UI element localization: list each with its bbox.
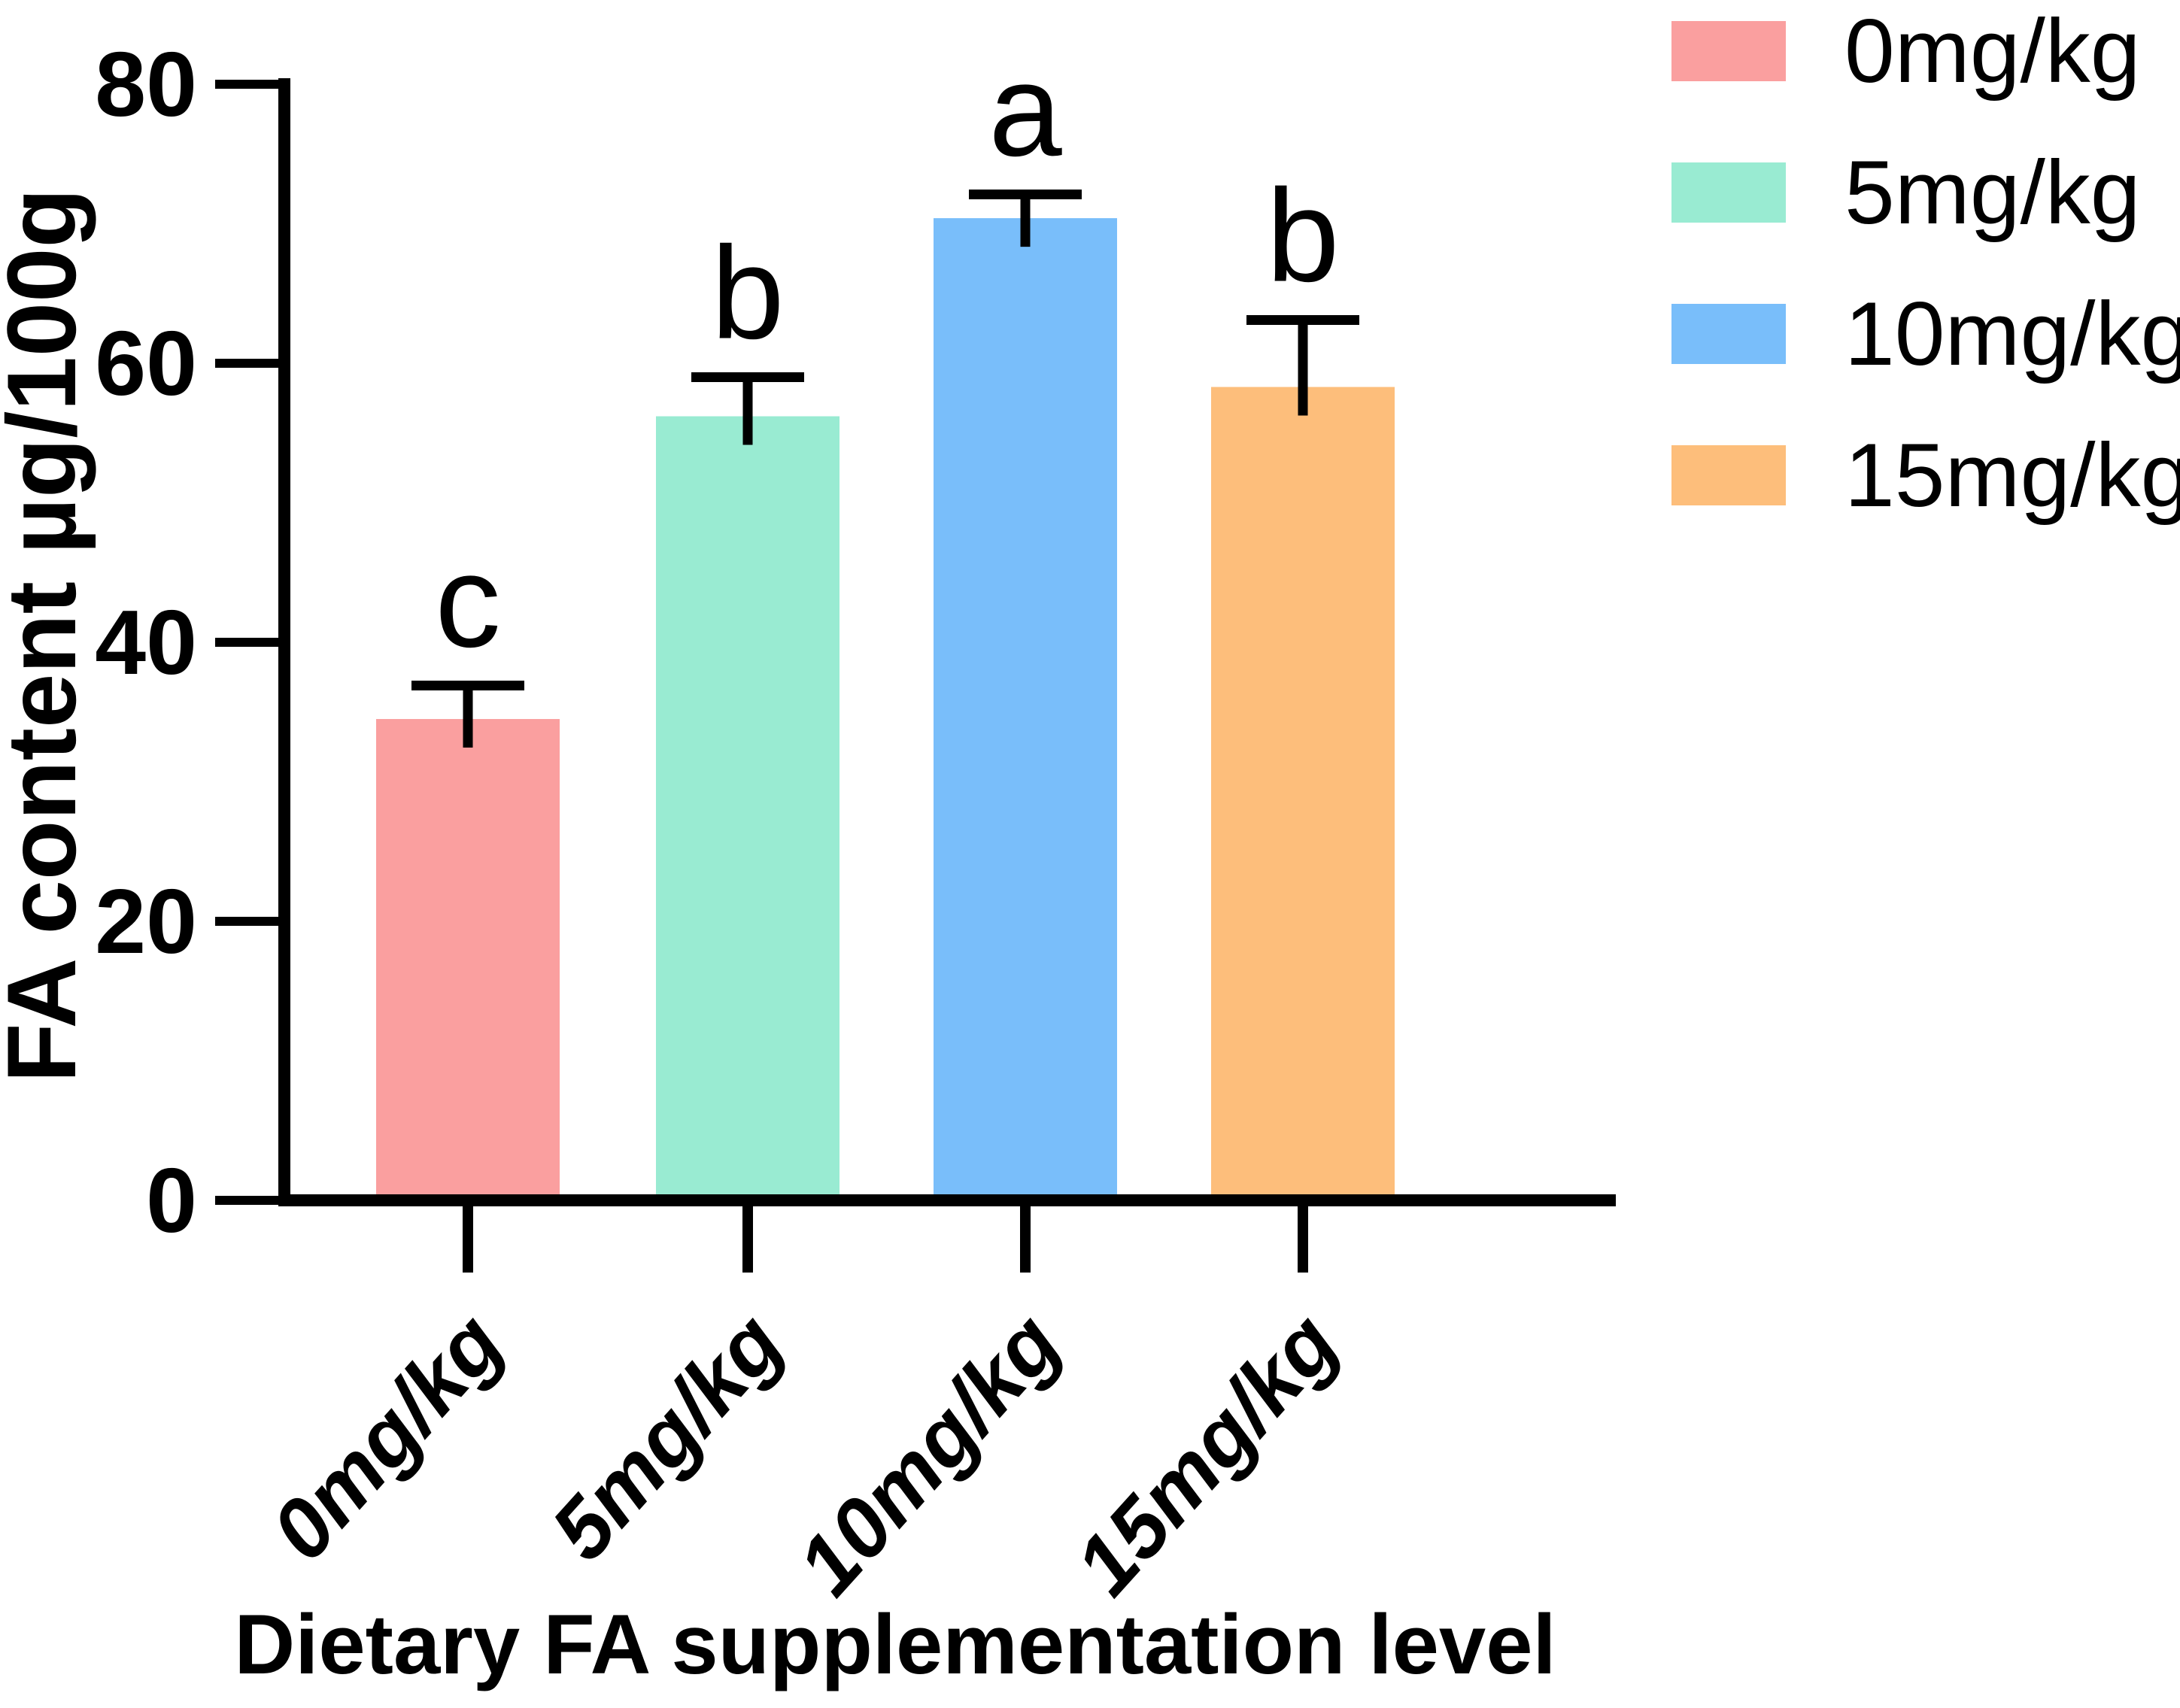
legend: 0mg/kg 5mg/kg 10mg/kg 15mg/kg (1671, 1, 2180, 526)
x-tick-label-0mg/kg: 0mg/kg (254, 1295, 521, 1577)
y-axis-title: FA content µg/100g (0, 188, 96, 1083)
legend-item-10mg/kg: 10mg/kg (1671, 284, 2180, 384)
bars-layer (376, 218, 1395, 1201)
legend-label-10mg/kg: 10mg/kg (1844, 284, 2180, 384)
error-bars-layer (411, 190, 1359, 748)
significance-letter-15mg/kg: b (1266, 162, 1339, 309)
legend-item-5mg/kg: 5mg/kg (1671, 142, 2141, 243)
legend-label-15mg/kg: 15mg/kg (1844, 425, 2180, 526)
y-tick-label-0: 0 (146, 1149, 197, 1251)
legend-swatch-5mg/kg (1671, 162, 1786, 223)
legend-swatch-10mg/kg (1671, 304, 1786, 364)
y-tick-label-40: 40 (95, 591, 197, 693)
significance-letters-layer: c b a b (435, 38, 1339, 675)
error-bar-15mg/kg (1246, 314, 1359, 416)
x-ticks (463, 1206, 1308, 1273)
axes-layer (215, 78, 1616, 1273)
y-tick-labels: 0 20 40 60 80 (95, 33, 197, 1251)
error-bar-0mg/kg (411, 681, 524, 748)
y-tick-label-20: 20 (95, 870, 197, 972)
legend-label-5mg/kg: 5mg/kg (1844, 142, 2141, 243)
y-tick-label-60: 60 (95, 312, 197, 414)
bar-5mg/kg (656, 416, 840, 1200)
y-tick-label-80: 80 (95, 33, 197, 135)
legend-label-0mg/kg: 0mg/kg (1844, 1, 2141, 102)
legend-swatch-15mg/kg (1671, 445, 1786, 505)
significance-letter-0mg/kg: c (435, 529, 501, 675)
error-bar-10mg/kg (969, 190, 1082, 247)
x-tick-label-10mg/kg: 10mg/kg (779, 1295, 1078, 1612)
significance-letter-10mg/kg: a (988, 38, 1062, 184)
x-tick-label-15mg/kg: 15mg/kg (1057, 1295, 1356, 1612)
bar-10mg/kg (934, 218, 1117, 1201)
error-bar-5mg/kg (691, 372, 804, 445)
bar-0mg/kg (376, 719, 560, 1200)
x-tick-label-5mg/kg: 5mg/kg (533, 1295, 800, 1577)
x-axis-title: Dietary FA supplementation level (234, 1597, 1556, 1691)
bar-15mg/kg (1211, 387, 1395, 1201)
significance-letter-5mg/kg: b (711, 220, 784, 367)
legend-item-0mg/kg: 0mg/kg (1671, 1, 2141, 102)
y-ticks (215, 80, 278, 1205)
legend-item-15mg/kg: 15mg/kg (1671, 425, 2180, 526)
legend-swatch-0mg/kg (1671, 21, 1786, 81)
